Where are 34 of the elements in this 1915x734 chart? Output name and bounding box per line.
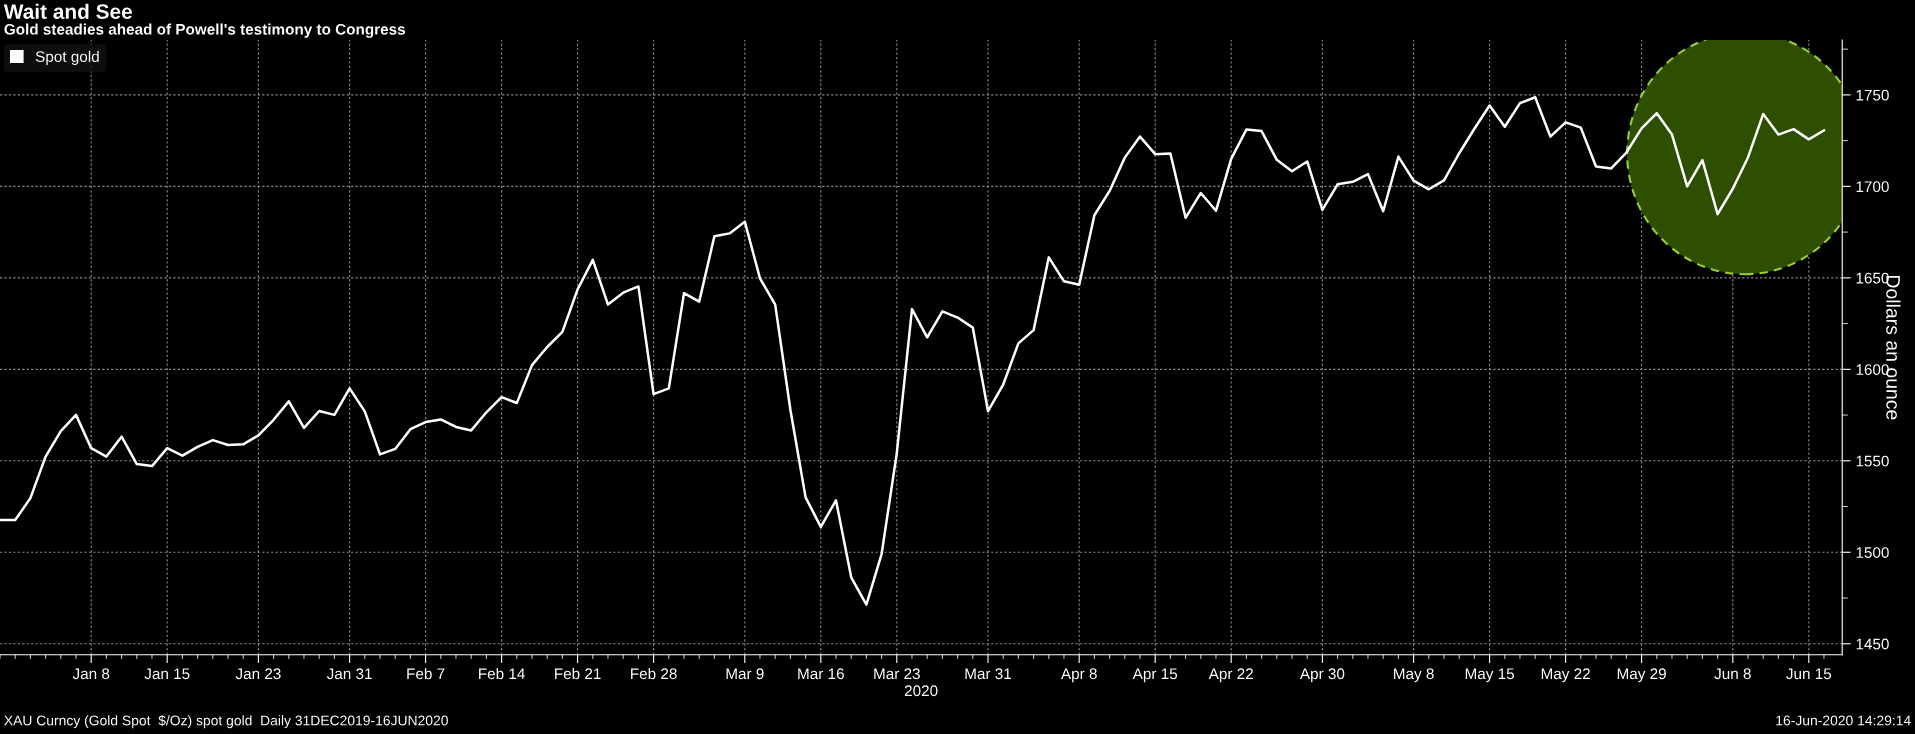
x-tick-label: Jan 23	[235, 668, 281, 680]
line-series	[0, 96, 1826, 606]
x-tick-label: Feb 7	[407, 667, 445, 680]
x-tick-label: Jun 8	[1714, 668, 1751, 680]
x-tick-label: Apr 30	[1299, 668, 1345, 683]
x-tick-label: Apr 8	[1060, 668, 1097, 683]
x-tick-label: Mar 31	[965, 668, 1012, 680]
x-tick-label: Jan 31	[326, 668, 372, 680]
x-tick-label: Mar 23	[874, 668, 920, 680]
x-tick-label: Jun 15	[1786, 668, 1832, 680]
x-tick-label: May 8	[1394, 668, 1434, 683]
text: 16-Jun-2020 14:29:14	[1776, 715, 1911, 726]
text: XAU Curncy (Gold Spot $/Oz) spot gold Daily 31DEC2019-16JUN2020	[4, 714, 448, 729]
x-tick-label: Feb 14	[479, 667, 525, 680]
x-tick-label: Apr 15	[1132, 668, 1178, 683]
x-tick-label: Feb 21	[555, 667, 601, 680]
y-tick-label: 1550	[1856, 455, 1889, 467]
legend-label: Spot gold	[35, 50, 99, 66]
x-tick-label: Mar 16	[798, 668, 844, 680]
x-tick-label: May 22	[1541, 668, 1590, 683]
x-tick-label: Jan 15	[144, 668, 190, 680]
chart-subtitle: Gold steadies ahead of Powell's testimony to Congress	[4, 23, 405, 38]
x-tick-label: May 29	[1617, 668, 1666, 683]
x-tick-label: Jan 8	[72, 668, 110, 680]
y-tick-label: 1750	[1856, 89, 1889, 101]
y-tick-label: 1700	[1856, 181, 1889, 193]
y-tick-label: 1450	[1856, 638, 1889, 650]
x-tick-label: Feb 28	[631, 667, 677, 680]
chart-title: Wait and See	[3, 3, 132, 19]
y-tick-label: 1500	[1856, 547, 1889, 558]
x-tick-label: May 15	[1465, 668, 1514, 683]
x-tick-label: Mar 9	[726, 668, 764, 680]
x-axis-title: 2020	[904, 685, 938, 697]
x-tick-label: Apr 22	[1208, 668, 1253, 683]
